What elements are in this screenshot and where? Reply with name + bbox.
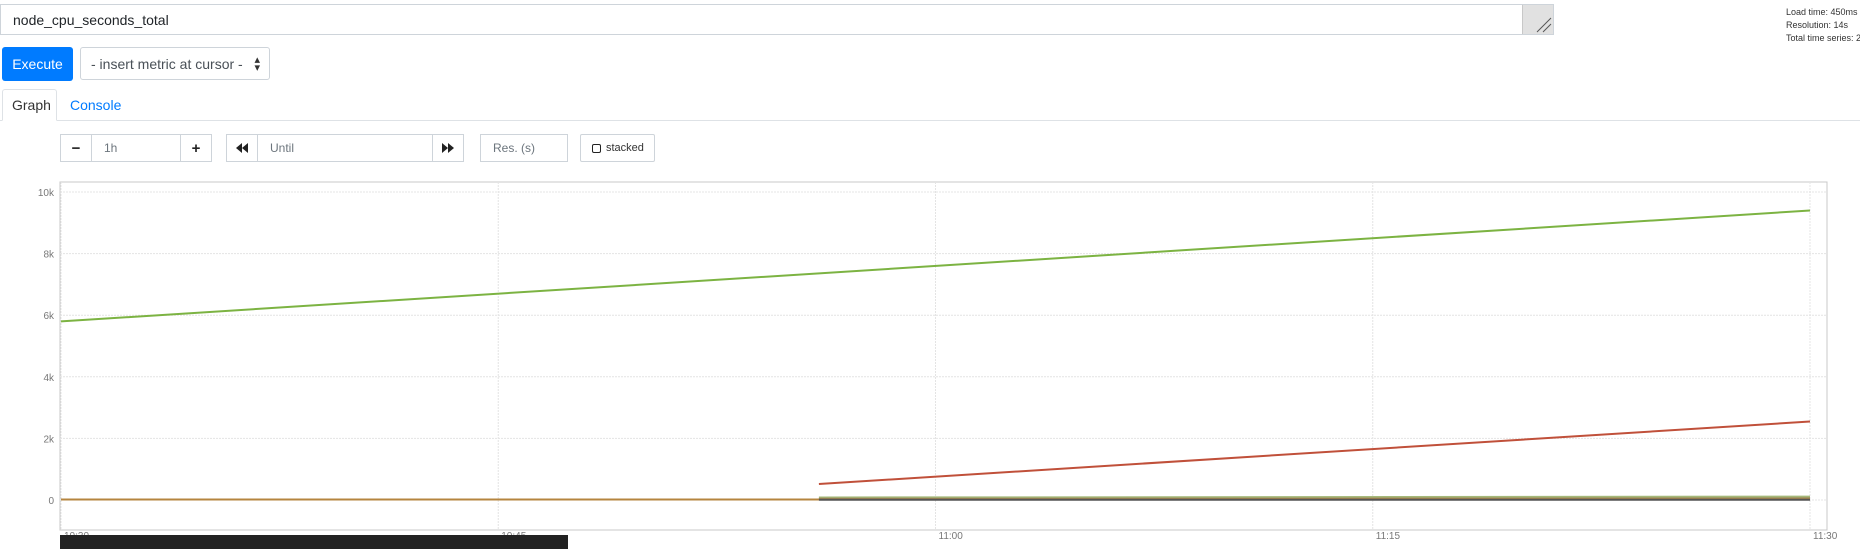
select-caret-icon: ▴ ▾ xyxy=(254,54,260,74)
x-tick-label: 11:30 xyxy=(1813,531,1838,542)
legend-bar xyxy=(60,535,568,549)
y-tick-label: 8k xyxy=(43,250,55,261)
double-chevron-right-icon xyxy=(442,143,454,153)
y-tick-label: 6k xyxy=(43,311,55,322)
series-line-0 xyxy=(60,209,1811,323)
y-tick-label: 4k xyxy=(43,373,55,384)
resize-handle[interactable] xyxy=(1522,5,1553,34)
range-decrease-button[interactable]: − xyxy=(60,134,92,162)
y-tick-label: 0 xyxy=(48,496,54,507)
y-tick-label: 10k xyxy=(38,188,55,199)
load-time: Load time: 450ms xyxy=(1786,7,1858,17)
x-tick-label: 11:15 xyxy=(1376,531,1401,542)
insert-metric-label: - insert metric at cursor - xyxy=(91,55,243,72)
stacked-toggle[interactable]: stacked xyxy=(580,134,655,162)
double-chevron-left-icon xyxy=(236,143,248,153)
resolution-info: Resolution: 14s xyxy=(1786,20,1849,30)
range-control: − 1h + xyxy=(60,134,212,162)
tab-graph[interactable]: Graph xyxy=(2,89,57,121)
query-stats: Load time: 450ms Resolution: 14s Total t… xyxy=(1786,6,1860,45)
until-control: Until xyxy=(226,134,464,162)
resolution-input[interactable]: Res. (s) xyxy=(480,134,568,162)
expression-input-container[interactable]: node_cpu_seconds_total xyxy=(0,4,1554,35)
insert-metric-select[interactable]: - insert metric at cursor - ▴ ▾ xyxy=(80,47,270,80)
tabs-divider xyxy=(0,120,1860,121)
execute-button[interactable]: Execute xyxy=(2,47,73,81)
checkbox-icon xyxy=(592,143,601,153)
until-input[interactable]: Until xyxy=(258,134,432,162)
series-line-2 xyxy=(818,495,1811,499)
range-increase-button[interactable]: + xyxy=(180,134,212,162)
resize-grip-icon xyxy=(1536,17,1552,33)
plot-frame xyxy=(59,181,1828,531)
back-button[interactable] xyxy=(226,134,258,162)
y-tick-label: 2k xyxy=(43,434,55,445)
stacked-label: stacked xyxy=(606,142,644,154)
range-input[interactable]: 1h xyxy=(92,134,180,162)
series-line-1 xyxy=(818,420,1811,485)
total-series: Total time series: 2 xyxy=(1786,33,1860,43)
x-tick-label: 11:00 xyxy=(939,531,964,542)
forward-button[interactable] xyxy=(432,134,464,162)
expression-input[interactable]: node_cpu_seconds_total xyxy=(13,12,169,28)
tab-console[interactable]: Console xyxy=(70,97,122,113)
